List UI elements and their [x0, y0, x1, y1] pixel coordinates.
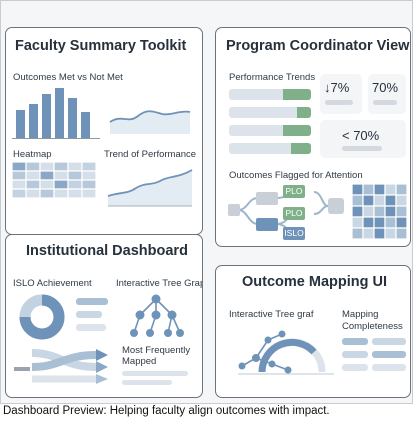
panel-title: Outcome Mapping UI: [242, 274, 387, 290]
outcome-mapping-panel: Outcome Mapping UI Interactive Tree graf…: [215, 265, 411, 398]
bar: [68, 98, 77, 138]
most-frequent-label: Most Frequently Mapped: [122, 345, 191, 367]
bar: [55, 88, 64, 138]
heatmap-grid: [11, 161, 97, 199]
progress-bar: [229, 107, 311, 118]
program-coordinator-panel: Program Coordinator View Performance Tre…: [215, 27, 411, 247]
panel-title: Program Coordinator View: [226, 38, 410, 54]
completeness-bar: [372, 351, 406, 358]
panel-title: Institutional Dashboard: [26, 243, 188, 259]
completeness-bar: [342, 351, 368, 358]
islo-achievement-label: ISLO Achievement: [13, 278, 92, 289]
institutional-dashboard-panel: Institutional Dashboard ISLO Achievement…: [5, 234, 203, 398]
tree-graph-label: Interactive Tree Grap: [116, 278, 203, 289]
tree-graf-label: Interactive Tree graf: [229, 309, 314, 320]
faculty-summary-panel: Faculty Summary Toolkit Outcomes Met vs …: [5, 27, 203, 235]
sparkline-chart: [109, 110, 191, 134]
mapping-gauge: [238, 330, 334, 375]
dashboard-canvas: Faculty Summary Toolkit Outcomes Met vs …: [0, 0, 413, 404]
stat-card-percent: 70%: [368, 74, 406, 114]
trend-line-chart: [107, 169, 193, 207]
completeness-label: Mapping Completeness: [342, 309, 403, 332]
outcomes-label: Outcomes Met vs Not Met: [13, 72, 123, 83]
stat-card-below: < 70%: [320, 120, 406, 158]
legend-bar: [76, 298, 108, 305]
tree-graph: [130, 294, 184, 337]
bar: [81, 112, 90, 138]
progress-bar: [229, 125, 311, 136]
performance-trends-label: Performance Trends: [229, 72, 316, 83]
bar: [42, 94, 51, 138]
progress-bar: [229, 143, 311, 154]
panel-title: Faculty Summary Toolkit: [15, 38, 187, 54]
trend-label: Trend of Performance: [104, 149, 197, 160]
completeness-bar: [372, 338, 406, 345]
stat-value: ↓7%: [324, 80, 350, 95]
flagged-label: Outcomes Flagged for Attention: [229, 170, 363, 181]
axis: [12, 138, 100, 139]
outcomes-bar-chart: [12, 86, 104, 139]
progress-bar: [229, 89, 311, 100]
flagged-heat-grid: [351, 183, 408, 240]
list-bar: [122, 380, 172, 385]
stat-card-change: ↓7%: [320, 74, 362, 114]
stat-value: < 70%: [342, 128, 380, 143]
heatmap-label: Heatmap: [13, 149, 52, 160]
bar: [16, 110, 25, 138]
flow-chart: [14, 349, 108, 384]
flag-flow-diagram: [228, 191, 344, 235]
stat-value: 70%: [372, 80, 399, 95]
completeness-bar: [372, 364, 406, 371]
donut-chart: [19, 294, 65, 340]
legend-bar: [76, 311, 102, 318]
node-islo: ISLO: [283, 227, 305, 240]
completeness-bar: [342, 338, 368, 345]
node-plo: PLO: [283, 207, 305, 220]
node-plo: PLO: [283, 185, 305, 198]
bar: [29, 104, 38, 138]
completeness-bar: [342, 364, 368, 371]
legend-bar: [76, 324, 106, 331]
caption: Dashboard Preview: Helping faculty align…: [3, 405, 330, 417]
list-bar: [122, 371, 188, 376]
